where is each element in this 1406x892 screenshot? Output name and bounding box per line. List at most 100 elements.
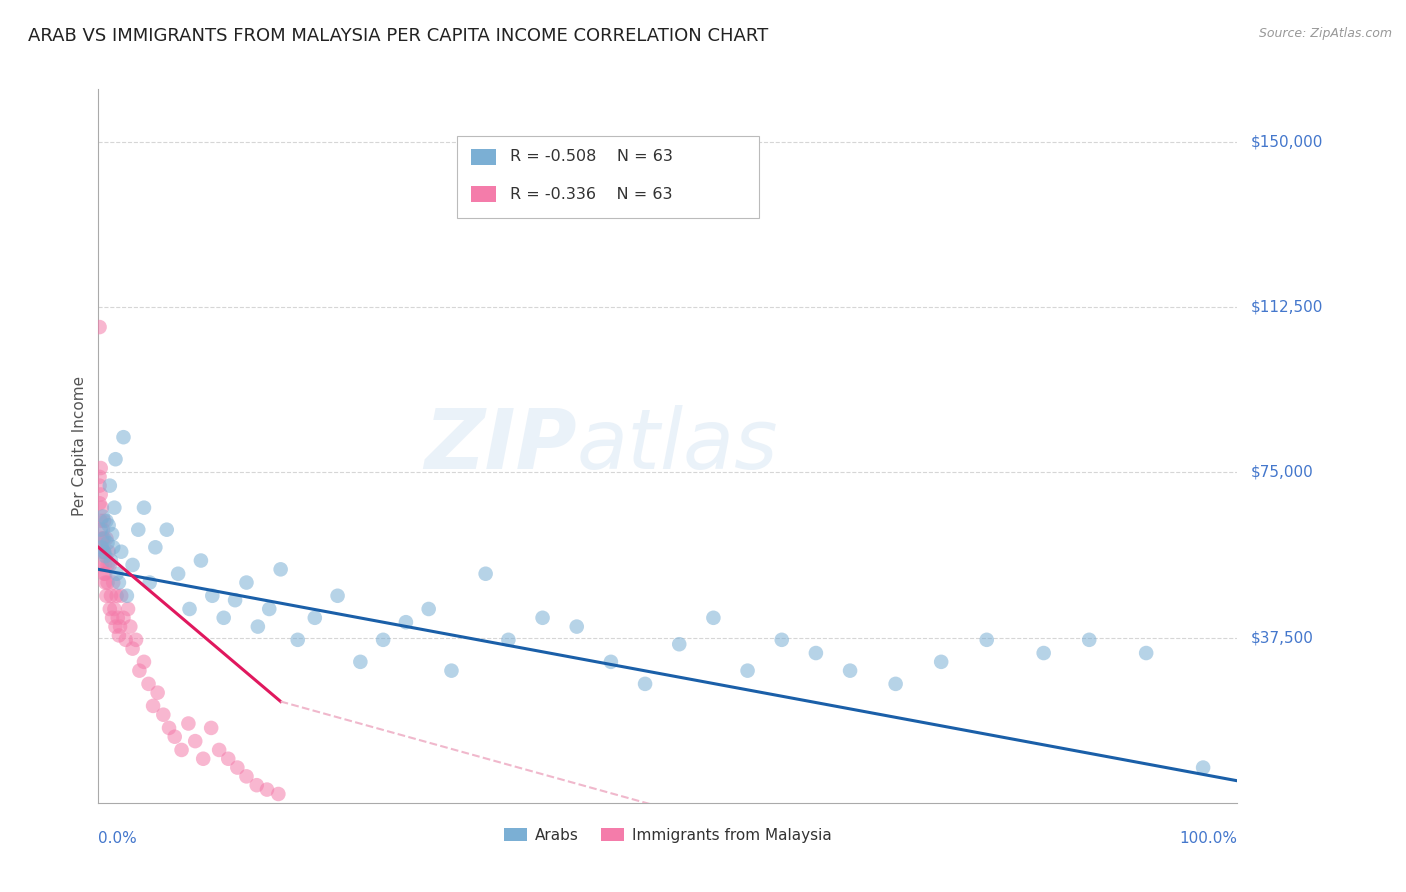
Point: [190, 553, 212, 567]
Point: [93, 514, 115, 528]
Point: [259, 602, 281, 616]
Point: [634, 677, 657, 691]
Point: [138, 677, 160, 691]
Point: [93, 532, 115, 546]
Point: [90, 541, 112, 555]
Point: [103, 541, 125, 555]
Point: [98, 558, 121, 572]
Point: [498, 632, 520, 647]
Point: [120, 619, 142, 633]
Point: [440, 664, 463, 678]
Point: [93, 545, 115, 559]
Point: [737, 664, 759, 678]
Point: [96, 575, 118, 590]
Point: [98, 602, 121, 616]
Point: [226, 760, 249, 774]
Point: [90, 500, 112, 515]
Point: [90, 487, 112, 501]
Point: [89, 496, 111, 510]
Point: [105, 566, 128, 581]
Point: [91, 532, 114, 546]
Point: [96, 532, 118, 546]
Point: [90, 523, 112, 537]
Point: [976, 632, 998, 647]
Point: [100, 589, 122, 603]
Point: [110, 545, 132, 559]
FancyBboxPatch shape: [471, 186, 496, 202]
Point: [101, 611, 124, 625]
Point: [110, 589, 132, 603]
Point: [121, 641, 143, 656]
Point: [152, 707, 174, 722]
Point: [89, 320, 111, 334]
Point: [224, 593, 246, 607]
Point: [349, 655, 371, 669]
Point: [163, 730, 186, 744]
Text: atlas: atlas: [576, 406, 779, 486]
Point: [103, 500, 125, 515]
Point: [114, 632, 136, 647]
Point: [193, 752, 215, 766]
Point: [246, 619, 269, 633]
Point: [90, 558, 112, 572]
Point: [668, 637, 690, 651]
Point: [108, 575, 131, 590]
Point: [217, 752, 239, 766]
Text: ARAB VS IMMIGRANTS FROM MALAYSIA PER CAPITA INCOME CORRELATION CHART: ARAB VS IMMIGRANTS FROM MALAYSIA PER CAP…: [28, 27, 768, 45]
Text: R = -0.336    N = 63: R = -0.336 N = 63: [509, 186, 672, 202]
Point: [1192, 760, 1215, 774]
Point: [304, 611, 326, 625]
Y-axis label: Per Capita Income: Per Capita Income: [72, 376, 87, 516]
Point: [97, 518, 120, 533]
Point: [97, 545, 120, 559]
Point: [128, 664, 150, 678]
Text: $75,000: $75,000: [1251, 465, 1315, 480]
Point: [108, 628, 131, 642]
Point: [125, 632, 148, 647]
Point: [157, 721, 180, 735]
Point: [89, 478, 111, 492]
Point: [212, 611, 235, 625]
Point: [94, 549, 117, 563]
Point: [145, 541, 167, 555]
Point: [115, 589, 138, 603]
Point: [96, 558, 118, 572]
Point: [177, 716, 200, 731]
Text: Source: ZipAtlas.com: Source: ZipAtlas.com: [1258, 27, 1392, 40]
Point: [98, 478, 121, 492]
Text: R = -0.508    N = 63: R = -0.508 N = 63: [509, 150, 672, 164]
Point: [127, 523, 149, 537]
Point: [103, 575, 125, 590]
Text: ZIP: ZIP: [425, 406, 576, 486]
Point: [91, 509, 114, 524]
Point: [132, 500, 155, 515]
Point: [112, 611, 135, 625]
Text: $112,500: $112,500: [1251, 300, 1323, 315]
Point: [531, 611, 554, 625]
Point: [371, 632, 394, 647]
Point: [132, 655, 155, 669]
Point: [107, 611, 129, 625]
Point: [91, 523, 114, 537]
Point: [104, 619, 127, 633]
Point: [156, 523, 179, 537]
Point: [208, 743, 231, 757]
Point: [170, 743, 193, 757]
Point: [256, 782, 278, 797]
Point: [90, 532, 112, 546]
Point: [184, 734, 207, 748]
Point: [235, 769, 257, 783]
Point: [90, 545, 112, 559]
Text: $150,000: $150,000: [1251, 135, 1323, 150]
Point: [91, 545, 114, 559]
Point: [146, 686, 169, 700]
Point: [474, 566, 496, 581]
Point: [179, 602, 201, 616]
Point: [90, 461, 112, 475]
Point: [93, 545, 115, 559]
Point: [94, 558, 117, 572]
Point: [395, 615, 418, 630]
Point: [770, 632, 793, 647]
Point: [418, 602, 440, 616]
Point: [884, 677, 907, 691]
